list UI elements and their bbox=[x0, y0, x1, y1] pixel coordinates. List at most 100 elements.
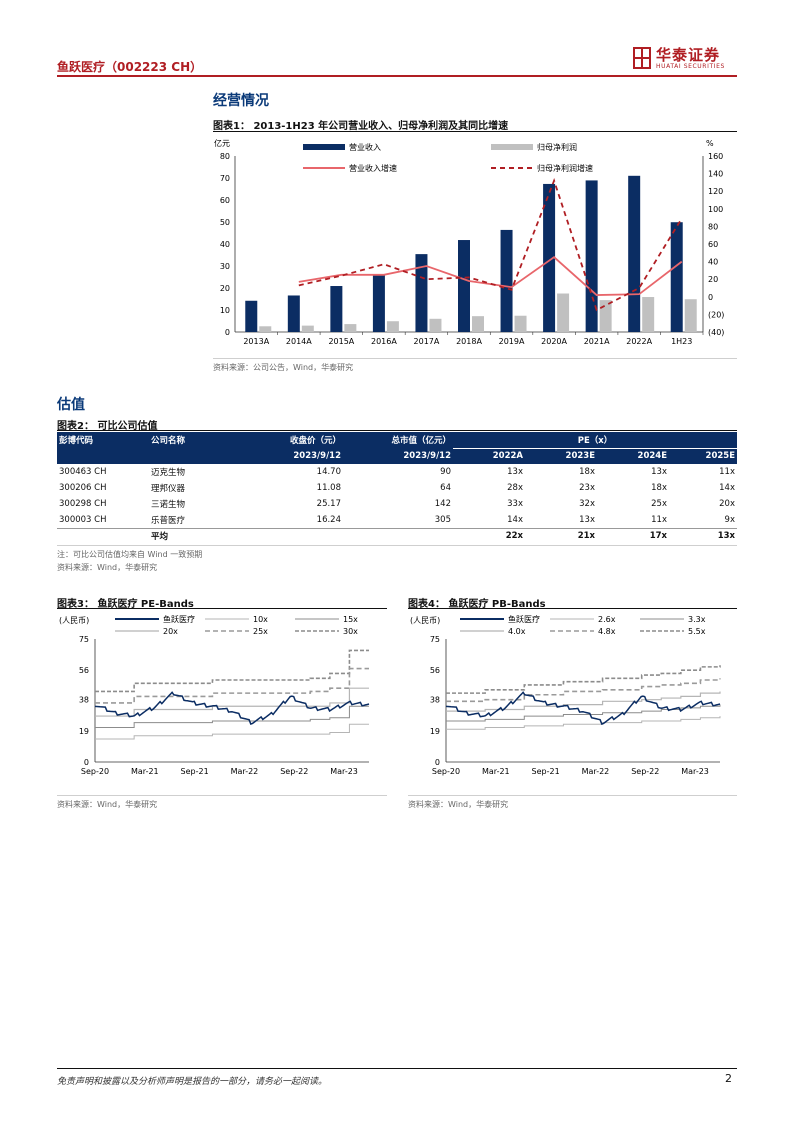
figure4-source: 资料来源：Wind，华泰研究 bbox=[408, 800, 509, 809]
header-mcap: 总市值（亿元） bbox=[343, 432, 453, 448]
header-rule bbox=[57, 75, 737, 77]
page-number: 2 bbox=[725, 1072, 732, 1085]
band-line-25x bbox=[95, 667, 369, 704]
cell-pe: 9x bbox=[724, 514, 735, 525]
cell-mcap: 64 bbox=[440, 483, 451, 493]
bar-profit bbox=[557, 293, 570, 332]
bar-profit bbox=[259, 326, 272, 332]
table-row: 300003 CH 乐普医疗 16.24 305 14x 13x 11x 9x bbox=[57, 512, 737, 528]
legend-label: 10x bbox=[253, 615, 268, 624]
cell-average-label: 平均 bbox=[149, 527, 241, 544]
x-tick-label: Sep-21 bbox=[532, 767, 560, 776]
header-year: 2022A bbox=[453, 448, 525, 464]
x-tick-label: 2020A bbox=[541, 337, 567, 346]
cell-pe-average: 17x bbox=[597, 527, 669, 544]
cell-price: 25.17 bbox=[316, 499, 341, 509]
cell-price: 16.24 bbox=[316, 514, 341, 525]
cell-pe: 33x bbox=[507, 499, 523, 509]
x-tick-label: Mar-23 bbox=[681, 767, 709, 776]
cell-name: 迈克生物 bbox=[151, 468, 186, 478]
cell-code: 300206 CH bbox=[59, 483, 107, 493]
right-tick-label: 80 bbox=[708, 222, 718, 231]
y-tick-label: 38 bbox=[79, 696, 89, 705]
left-tick-label: 80 bbox=[220, 152, 230, 161]
cell-name: 乐普医疗 bbox=[151, 515, 186, 526]
left-tick-label: 30 bbox=[220, 262, 230, 271]
x-tick-label: 2017A bbox=[414, 337, 440, 346]
x-tick-label: 2022A bbox=[626, 337, 652, 346]
section-title-operations: 经营情况 bbox=[213, 93, 269, 109]
cell-code: 300003 CH bbox=[59, 514, 107, 525]
price-line bbox=[445, 691, 721, 725]
logo-english-text: HUATAI SECURITIES bbox=[656, 63, 725, 70]
legend-label: 4.0x bbox=[508, 627, 526, 636]
y-tick-label: 0 bbox=[435, 758, 440, 767]
company-logo: 华泰证券 HUATAI SECURITIES bbox=[632, 44, 738, 74]
table-header-row: 彭博代码 公司名称 收盘价（元） 总市值（亿元） PE（x） bbox=[57, 432, 737, 449]
cell-pe: 11x bbox=[651, 514, 667, 525]
figure1-bottom-rule bbox=[213, 358, 737, 359]
cell-mcap: 142 bbox=[434, 499, 451, 509]
figure2-title: 图表2： 可比公司估值 bbox=[57, 421, 158, 432]
x-tick-label: 2021A bbox=[584, 337, 610, 346]
left-tick-label: 10 bbox=[220, 306, 230, 315]
header-price: 收盘价（元） bbox=[241, 432, 343, 448]
cell-pe: 11x bbox=[719, 467, 735, 477]
x-tick-label: 2015A bbox=[328, 337, 354, 346]
band-line-15x bbox=[95, 705, 369, 729]
band-line-5.5x bbox=[446, 665, 721, 694]
legend-label-revenue: 营业收入 bbox=[349, 142, 381, 152]
cell-price: 14.70 bbox=[316, 467, 341, 477]
table-row: 300206 CH 理邦仪器 11.08 64 28x 23x 18x 14x bbox=[57, 480, 737, 496]
legend-label: 25x bbox=[253, 627, 268, 636]
figure1-combo-chart: 亿元 % 营业收入 归母净利润 营业收入增速 归母净利润增速 0 10 20 30 40… bbox=[214, 138, 724, 346]
figure1-source: 资料来源：公司公告，Wind，华泰研究 bbox=[213, 363, 354, 372]
left-tick-label: 40 bbox=[220, 240, 230, 249]
x-tick-label: Sep-22 bbox=[280, 767, 308, 776]
bar-revenue bbox=[372, 274, 385, 332]
figure2-source: 资料来源：Wind，华泰研究 bbox=[57, 563, 158, 572]
x-tick-label: 2019A bbox=[499, 337, 525, 346]
band-line-2.6x bbox=[446, 716, 721, 730]
y-tick-label: 19 bbox=[79, 727, 89, 736]
band-line-4.8x bbox=[446, 678, 721, 703]
figure3-bottom-rule bbox=[57, 795, 387, 796]
header-name: 公司名称 bbox=[149, 432, 241, 448]
right-tick-label: 60 bbox=[708, 240, 718, 249]
x-tick-label: Mar-22 bbox=[231, 767, 259, 776]
legend-label: 30x bbox=[343, 627, 358, 636]
bar-profit bbox=[386, 321, 399, 332]
cell-name: 三诺生物 bbox=[151, 500, 186, 510]
header-mcap-date: 2023/9/12 bbox=[343, 448, 453, 464]
bar-profit bbox=[642, 297, 655, 332]
x-tick-label: Sep-21 bbox=[181, 767, 209, 776]
bar-revenue bbox=[628, 175, 641, 332]
cell-pe-average: 13x bbox=[669, 527, 737, 544]
x-tick-label: Mar-21 bbox=[482, 767, 510, 776]
right-tick-label: 100 bbox=[708, 205, 723, 214]
x-tick-label: Sep-22 bbox=[631, 767, 659, 776]
figure3-top-rule bbox=[57, 608, 387, 609]
bar-revenue bbox=[245, 300, 258, 332]
footer-rule bbox=[57, 1068, 737, 1069]
header-price-date: 2023/9/12 bbox=[241, 448, 343, 464]
right-axis-unit: % bbox=[706, 139, 714, 148]
cell-code: 300298 CH bbox=[59, 499, 107, 509]
left-tick-label: 70 bbox=[220, 174, 230, 183]
left-tick-label: 0 bbox=[225, 328, 230, 337]
bar-profit bbox=[599, 300, 612, 332]
figure4-top-rule bbox=[408, 608, 737, 609]
figure1-title: 图表1： 2013-1H23 年公司营业收入、归母净利润及其同比增速 bbox=[213, 121, 509, 132]
x-tick-label: Sep-20 bbox=[432, 767, 460, 776]
cell-pe: 13x bbox=[651, 467, 667, 477]
figure1-legend: 营业收入 归母净利润 营业收入增速 归母净利润增速 bbox=[303, 142, 593, 173]
right-tick-label: 40 bbox=[708, 258, 718, 267]
table-row: 300463 CH 迈克生物 14.70 90 13x 18x 13x 11x bbox=[57, 464, 737, 480]
table-subheader-row: 2023/9/12 2023/9/12 2022A 2023E 2024E 20… bbox=[57, 448, 737, 464]
x-tick-label: 2013A bbox=[243, 337, 269, 346]
cell-pe: 14x bbox=[507, 514, 523, 525]
legend-label-profit: 归母净利润 bbox=[537, 142, 577, 152]
line-revenue-growth bbox=[298, 256, 683, 296]
bar-profit bbox=[344, 324, 357, 332]
cell-name: 理邦仪器 bbox=[151, 484, 186, 494]
